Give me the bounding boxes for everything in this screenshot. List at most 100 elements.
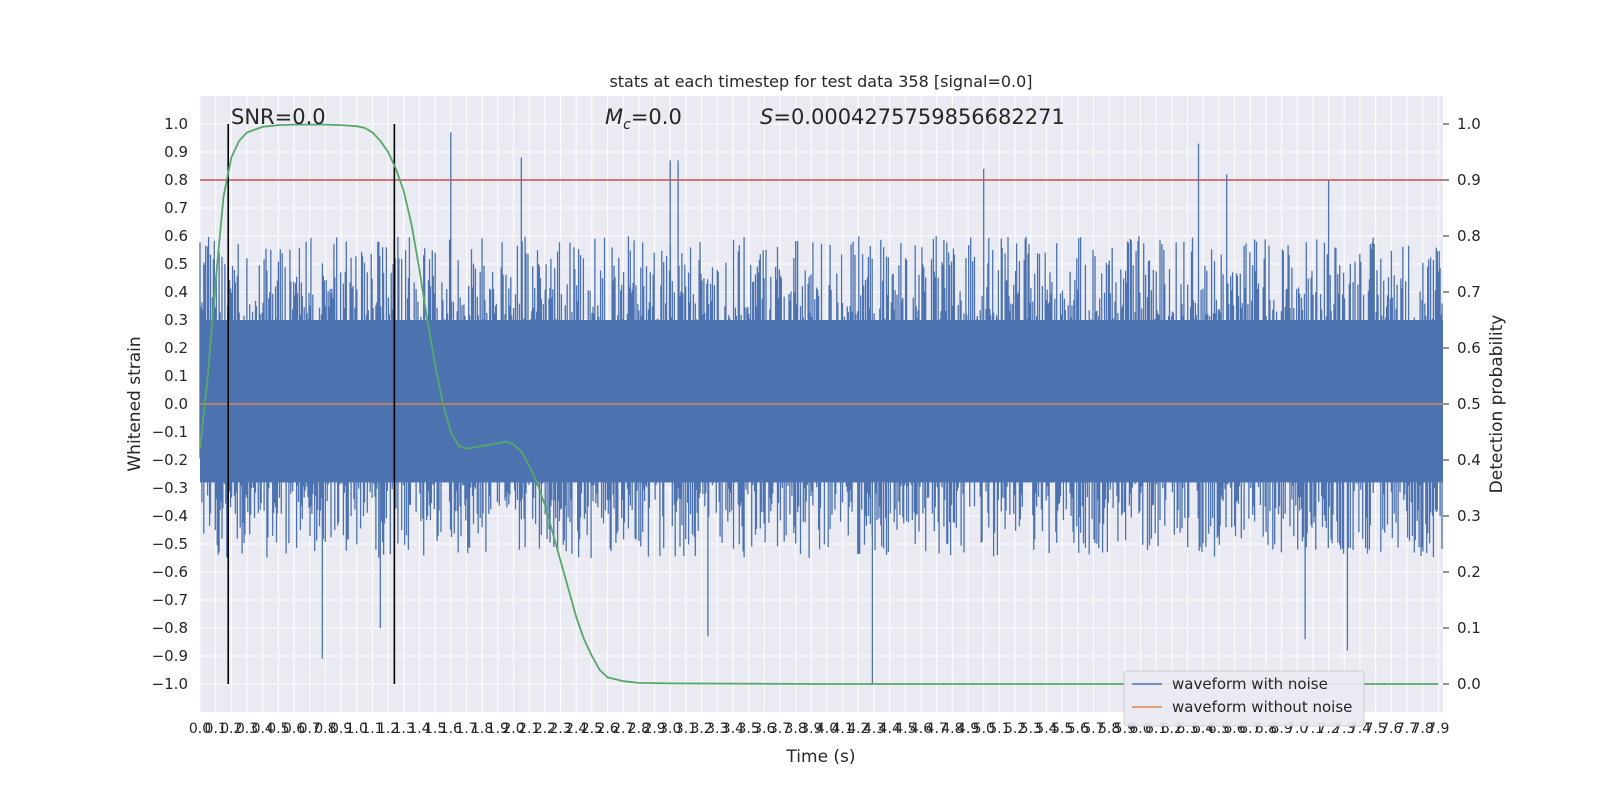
- legend-label-clean: waveform without noise: [1172, 698, 1352, 716]
- y-tick-label: 1.0: [164, 115, 188, 133]
- y-tick-label: 0.3: [164, 311, 188, 329]
- x-tick-label: 5.7: [1082, 721, 1104, 737]
- x-tick-label: 4.1: [832, 721, 854, 737]
- y-tick-label: −0.9: [152, 647, 188, 665]
- y-tick-label: 0.5: [164, 255, 188, 273]
- y-tick-label: 0.2: [164, 339, 188, 357]
- x-tick-label: 4.0: [816, 721, 838, 737]
- x-tick-label: 4.9: [957, 721, 979, 737]
- x-tick-label: 4.3: [863, 721, 885, 737]
- x-tick-label: 0.1: [205, 721, 227, 737]
- x-tick-label: 0.7: [299, 721, 321, 737]
- y-tick-label: 0.8: [164, 171, 188, 189]
- right-y-tick-label: 0.5: [1457, 395, 1481, 413]
- x-tick-label: 2.0: [502, 721, 524, 737]
- x-tick-label: 1.6: [440, 721, 462, 737]
- x-tick-label: 4.2: [847, 721, 869, 737]
- y-tick-label: −1.0: [152, 675, 188, 693]
- x-tick-label: 4.7: [926, 721, 948, 737]
- x-tick-label: 1.7: [455, 721, 477, 737]
- chart-title: stats at each timestep for test data 358…: [609, 72, 1032, 91]
- right-y-tick-label: 0.3: [1457, 507, 1481, 525]
- x-tick-label: 1.2: [377, 721, 399, 737]
- x-tick-label: 4.5: [894, 721, 916, 737]
- x-tick-label: 2.3: [549, 721, 571, 737]
- right-y-tick-label: 0.9: [1457, 171, 1481, 189]
- x-tick-label: 3.0: [659, 721, 681, 737]
- x-tick-label: 0.5: [267, 721, 289, 737]
- right-y-tick-label: 0.4: [1457, 451, 1481, 469]
- y-tick-label: −0.2: [152, 451, 188, 469]
- y-tick-label: −0.7: [152, 591, 188, 609]
- y-tick-label: 0.6: [164, 227, 188, 245]
- x-tick-label: 3.8: [785, 721, 807, 737]
- legend-label-noise: waveform with noise: [1172, 675, 1328, 693]
- x-tick-label: 1.9: [487, 721, 509, 737]
- right-y-tick-label: 1.0: [1457, 115, 1481, 133]
- noisy-waveform-series: [199, 132, 1443, 684]
- score-annotation: S=0.0004275759856682271: [760, 105, 1065, 129]
- x-tick-label: 2.4: [565, 721, 587, 737]
- snr-annotation: SNR=0.0: [231, 105, 326, 129]
- x-tick-label: 3.3: [706, 721, 728, 737]
- x-tick-label: 1.8: [471, 721, 493, 737]
- x-tick-label: 5.8: [1098, 721, 1120, 737]
- x-tick-label: 2.9: [643, 721, 665, 737]
- x-tick-label: 5.6: [1067, 721, 1089, 737]
- x-tick-label: 1.3: [393, 721, 415, 737]
- x-tick-label: 0.9: [330, 721, 352, 737]
- x-tick-label: 2.8: [628, 721, 650, 737]
- x-tick-label: 3.5: [737, 721, 759, 737]
- chirp-mass-annotation: Mc=0.0: [605, 105, 682, 133]
- right-y-axis-label: Detection probability: [1487, 315, 1507, 494]
- x-tick-label: 0.3: [236, 721, 258, 737]
- x-tick-label: 4.8: [941, 721, 963, 737]
- x-tick-label: 0.6: [283, 721, 305, 737]
- left-axis-ticks: 1.0 0.9 0.8 0.7 0.6 0.5 0.4 0.3 0.2 0.1 0.0 −0.1 −0.…: [152, 115, 188, 693]
- x-tick-label: 1.5: [424, 721, 446, 737]
- x-tick-label: 7.9: [1427, 721, 1449, 737]
- y-tick-label: −0.3: [152, 479, 188, 497]
- x-tick-label: 7.8: [1411, 721, 1433, 737]
- x-tick-label: 2.2: [534, 721, 556, 737]
- x-tick-label: 0.8: [314, 721, 336, 737]
- x-tick-label: 1.0: [346, 721, 368, 737]
- right-y-tick-label: 0.8: [1457, 227, 1481, 245]
- x-tick-label: 3.7: [769, 721, 791, 737]
- x-tick-label: 3.1: [675, 721, 697, 737]
- y-tick-label: −0.8: [152, 619, 188, 637]
- x-tick-label: 1.4: [408, 721, 430, 737]
- right-y-tick-label: 0.0: [1457, 675, 1481, 693]
- x-tick-label: 0.0: [189, 721, 211, 737]
- x-tick-label: 2.1: [518, 721, 540, 737]
- right-y-tick-label: 0.7: [1457, 283, 1481, 301]
- right-y-tick-label: 0.2: [1457, 563, 1481, 581]
- y-tick-label: −0.4: [152, 507, 188, 525]
- x-tick-label: 2.7: [612, 721, 634, 737]
- x-tick-label: 5.1: [988, 721, 1010, 737]
- x-tick-label: 3.6: [753, 721, 775, 737]
- x-tick-label: 7.5: [1364, 721, 1386, 737]
- x-tick-label: 3.9: [800, 721, 822, 737]
- x-tick-label: 5.0: [973, 721, 995, 737]
- x-tick-label: 5.5: [1051, 721, 1073, 737]
- x-tick-label: 3.4: [722, 721, 744, 737]
- y-tick-label: 0.7: [164, 199, 188, 217]
- x-tick-label: 5.3: [1020, 721, 1042, 737]
- right-axis-ticks: 1.0 0.9 0.8 0.7 0.6 0.5 0.4 0.3 0.2 0.1 0.0: [1443, 115, 1481, 693]
- x-tick-label: 1.1: [361, 721, 383, 737]
- y-tick-label: 0.0: [164, 395, 188, 413]
- x-tick-label: 5.4: [1035, 721, 1057, 737]
- right-y-tick-label: 0.6: [1457, 339, 1481, 357]
- x-tick-label: 2.6: [596, 721, 618, 737]
- x-tick-label: 7.7: [1396, 721, 1418, 737]
- legend: waveform with noise waveform without noi…: [1123, 670, 1365, 727]
- x-tick-label: 4.6: [910, 721, 932, 737]
- y-tick-label: 0.4: [164, 283, 188, 301]
- x-axis-label: Time (s): [785, 747, 855, 767]
- y-axis-label: Whitened strain: [125, 336, 145, 471]
- y-tick-label: 0.9: [164, 143, 188, 161]
- y-tick-label: −0.6: [152, 563, 188, 581]
- x-tick-label: 7.6: [1380, 721, 1402, 737]
